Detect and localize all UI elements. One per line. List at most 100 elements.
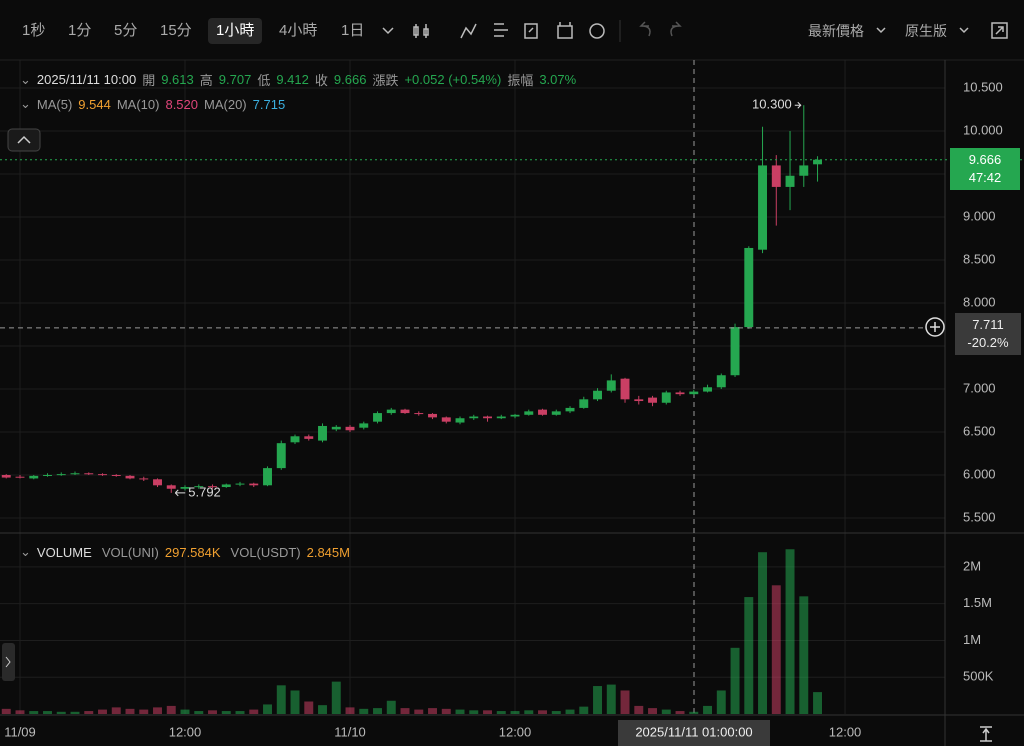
scale-icon[interactable] [980,726,992,742]
y-tick-label: 6.000 [963,466,996,481]
side-toggle[interactable] [2,643,15,681]
version[interactable]: 原生版 [905,23,947,39]
y-tick-label: 8.500 [963,251,996,266]
side-toggle-caret [5,656,11,668]
value: 9.412 [276,72,309,87]
ma-legend: ⌄ MA(5) 9.544 MA(10) 8.520 MA(20) 7.715 [20,96,286,112]
y-tick-label: 5.500 [963,509,996,524]
volume-bar [304,701,314,714]
calendar-icon[interactable] [557,22,573,39]
candle-body [56,474,66,476]
y-tick-label: 10.000 [963,122,1003,137]
candle-body [15,476,25,478]
volume-bar [538,710,547,714]
volume-bar [1,708,11,714]
interval[interactable]: 15分 [160,22,192,39]
fullscreen-icon[interactable] [991,22,1008,39]
add-alert-plus [930,322,940,332]
candle-body [1,474,11,478]
candle-body [689,391,699,395]
price-type[interactable]: 最新價格 [808,23,864,39]
chart-type-icon[interactable] [413,24,429,38]
interval[interactable]: 4小時 [279,22,318,39]
volume-bar [235,711,245,714]
annotation: 10.300 [752,97,792,112]
interval[interactable]: 5分 [114,22,138,39]
interval[interactable]: 1秒 [22,22,46,39]
candle-body [565,407,575,412]
settings-icon[interactable] [589,23,605,39]
candle-body [359,423,369,428]
label: 高 [199,73,213,88]
value: 9.707 [218,72,252,87]
value: 9.613 [161,72,194,87]
annotation-arrow [174,489,186,497]
volume-bar [373,708,382,714]
ma-name: MA(20) [204,96,247,112]
volume-bar [730,647,740,714]
more-intervals[interactable] [382,27,394,35]
candle-body [111,474,121,476]
y-tick-label: 8.000 [963,294,996,309]
candle-body [538,409,547,415]
volume-bar [276,685,286,714]
volume-tick-label: 1M [963,632,981,647]
label: VOL(UNI) [101,544,159,560]
volume-bar [771,585,781,714]
redo-icon[interactable] [670,21,682,37]
annotation: 5.792 [188,484,221,499]
add-alert[interactable] [925,317,945,337]
candle-body [799,165,809,176]
candle-body [551,411,561,415]
candle-body [400,409,410,414]
candle-body [496,416,506,419]
volume-bar [29,711,39,714]
candle-body [43,474,52,476]
volume-bar [345,707,355,714]
volume-tick-label: 1.5M [963,595,992,610]
volume-bar [510,711,520,714]
candle-body [98,474,107,476]
volume-bar [648,708,657,714]
dropdown-carets[interactable] [876,27,969,34]
volume-bar [331,681,341,714]
candle-body [469,416,479,419]
volume-bar [579,706,589,714]
volume-bar [70,711,80,714]
list-icon[interactable] [494,23,508,37]
volume-bar [153,707,162,714]
label: 低 [257,73,271,88]
interval[interactable]: 1分 [68,22,92,39]
indicator-icon[interactable] [460,23,477,39]
undo-icon[interactable] [639,21,651,37]
candle-body [785,175,795,187]
volume-bar [208,710,217,714]
volume-legend: ⌄ VOLUME VOL(UNI) 297.584K VOL(USDT) 2.845… [20,544,350,560]
candle-body [318,425,327,441]
y-tick-label: 10.500 [963,79,1003,94]
volume-bar [386,700,396,714]
volume-bar [318,705,327,714]
volume-bar [290,690,300,714]
volume-bar [744,597,754,714]
ma-value: 8.520 [165,96,199,112]
candle-body [428,413,437,418]
crosshair-price: 7.711 [972,316,1004,332]
toolbar-icons[interactable] [382,21,1008,39]
volume-bar [799,596,809,714]
last-price-tag: 9.666 47:42 [950,147,1020,190]
volume-bar [469,710,479,714]
value: 297.584K [164,544,221,560]
volume-bar [703,705,712,714]
label: 開 [142,73,156,88]
interval[interactable]: 1日 [341,22,365,39]
candle-body [455,418,465,423]
draw-icon[interactable] [524,23,538,39]
y-tick-label: 9.000 [963,208,996,223]
volume-tick-label: 2M [963,558,981,573]
interval-active[interactable]: 1小時 [208,18,263,44]
volume-bar [139,709,149,714]
volume-bar [483,710,492,714]
collapse-button[interactable] [7,128,41,152]
